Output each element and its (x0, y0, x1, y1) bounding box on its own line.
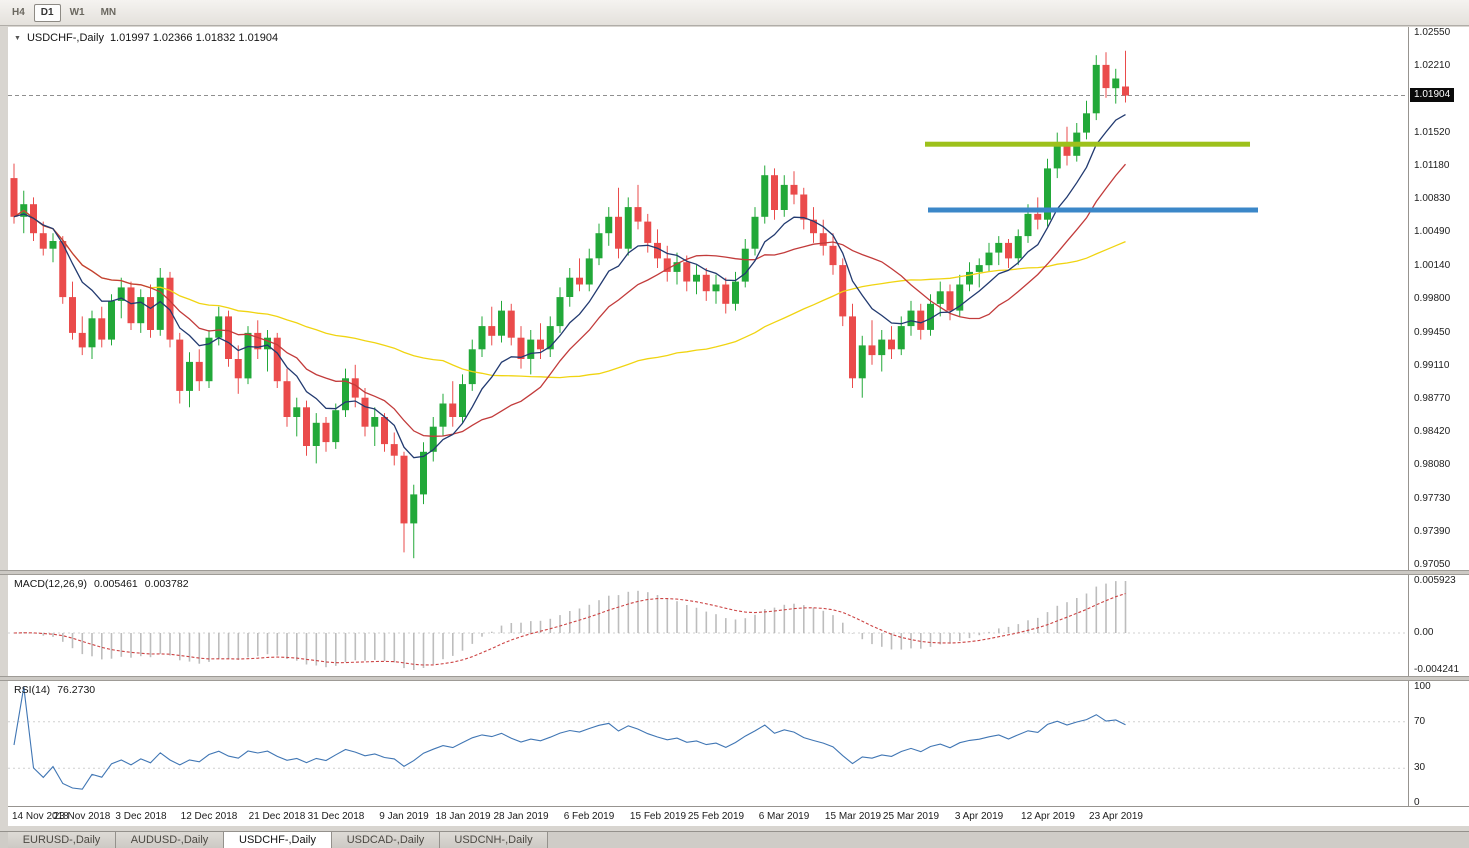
price-tick: 0.99450 (1414, 327, 1451, 338)
timeframe-button-mn[interactable]: MN (100, 6, 117, 18)
tab-usdchf-daily[interactable]: USDCHF-,Daily (224, 832, 332, 848)
price-tick: 1.00830 (1414, 193, 1451, 204)
rsi-scale-level: 70 (1414, 716, 1426, 727)
timeframe-button-h4[interactable]: H4 (12, 6, 25, 18)
date-tick: 12 Dec 2018 (180, 811, 238, 822)
chart-tabbar: EURUSD-,Daily AUDUSD-,Daily USDCHF-,Dail… (0, 831, 1469, 848)
date-tick: 9 Jan 2019 (379, 811, 429, 822)
chart-symbol-title: USDCHF-,Daily (26, 32, 104, 44)
timeframe-button-w1[interactable]: W1 (69, 6, 85, 18)
price-tick: 0.97390 (1414, 526, 1451, 537)
date-tick: 23 Nov 2018 (53, 811, 111, 822)
date-tick: 18 Jan 2019 (435, 811, 491, 822)
panel-splitter[interactable] (0, 570, 1469, 575)
date-tick: 6 Feb 2019 (563, 811, 615, 822)
price-tick: 0.98770 (1414, 393, 1451, 404)
time-scale[interactable]: 14 Nov 2018 23 Nov 2018 3 Dec 2018 12 Dec 2… (8, 806, 1469, 826)
price-tick: 0.97050 (1414, 559, 1451, 570)
price-tick: 0.98080 (1414, 459, 1451, 470)
date-tick: 28 Jan 2019 (493, 811, 549, 822)
tab-usdcnh-daily[interactable]: USDCNH-,Daily (440, 832, 548, 848)
date-tick: 25 Mar 2019 (882, 811, 940, 822)
date-tick: 21 Dec 2018 (248, 811, 306, 822)
macd-scale-min: -0.004241 (1414, 664, 1460, 675)
date-tick: 25 Feb 2019 (687, 811, 745, 822)
timeframe-button-d1[interactable]: D1 (33, 3, 61, 22)
price-chart-panel[interactable]: ▼ USDCHF-,Daily 1.01997 1.02366 1.01832 … (8, 27, 1408, 570)
price-tick: 1.00140 (1414, 260, 1451, 271)
macd-title: MACD(12,26,9) 0.005461 0.003782 (14, 578, 189, 590)
rsi-value: 76.2730 (57, 684, 96, 696)
period-toolbar: H4 D1 W1 MN (0, 0, 1469, 26)
rsi-scale-level: 100 (1414, 681, 1431, 692)
chart-title: ▼ USDCHF-,Daily 1.01997 1.02366 1.01832 … (14, 32, 278, 44)
rsi-scale-level: 0 (1414, 797, 1420, 808)
date-tick: 3 Dec 2018 (115, 811, 167, 822)
price-tick: 1.02550 (1414, 27, 1451, 38)
chart-ohlc-values: 1.01997 1.02366 1.01832 1.01904 (109, 32, 279, 44)
date-tick: 14 Nov 2018 (12, 811, 69, 822)
tab-usdcad-daily[interactable]: USDCAD-,Daily (332, 832, 440, 848)
candlestick-chart-canvas[interactable] (8, 27, 1408, 570)
rsi-title: RSI(14) 76.2730 (14, 684, 95, 696)
tab-eurusd-daily[interactable]: EURUSD-,Daily (8, 832, 116, 848)
rsi-label: RSI(14) (14, 684, 51, 696)
price-tick: 0.98420 (1414, 426, 1451, 437)
date-tick: 12 Apr 2019 (1021, 811, 1075, 822)
current-price-tag: 1.01904 (1410, 88, 1455, 102)
macd-signal-value: 0.003782 (144, 578, 189, 590)
rsi-scale-level: 30 (1414, 762, 1426, 773)
macd-scale-zero: 0.00 (1414, 627, 1434, 638)
macd-main-value: 0.005461 (93, 578, 138, 590)
price-tick: 1.01180 (1414, 160, 1450, 171)
macd-scale-max: 0.005923 (1414, 575, 1456, 586)
rsi-chart-canvas[interactable] (8, 681, 1408, 806)
rsi-panel[interactable]: RSI(14) 76.2730 (8, 681, 1408, 806)
price-tick: 1.00490 (1414, 226, 1451, 237)
price-tick: 0.97730 (1414, 493, 1451, 504)
date-tick: 15 Mar 2019 (824, 811, 882, 822)
date-tick: 31 Dec 2018 (307, 811, 365, 822)
macd-label: MACD(12,26,9) (14, 578, 87, 590)
price-tick: 0.99110 (1414, 360, 1450, 371)
date-tick: 15 Feb 2019 (629, 811, 687, 822)
date-tick: 6 Mar 2019 (758, 811, 810, 822)
date-tick: 23 Apr 2019 (1089, 811, 1143, 822)
price-tick: 0.99800 (1414, 293, 1451, 304)
panel-splitter[interactable] (0, 676, 1469, 681)
macd-chart-canvas[interactable] (8, 575, 1408, 676)
price-tick: 1.01520 (1414, 127, 1451, 138)
tab-audusd-daily[interactable]: AUDUSD-,Daily (116, 832, 224, 848)
price-scale[interactable]: 1.02550 1.02210 1.01520 1.01180 1.00830 1.004… (1408, 27, 1469, 808)
price-tick: 1.02210 (1414, 60, 1451, 71)
collapse-chart-icon[interactable]: ▼ (14, 34, 21, 42)
date-tick: 3 Apr 2019 (954, 811, 1004, 822)
macd-panel[interactable]: MACD(12,26,9) 0.005461 0.003782 (8, 575, 1408, 676)
